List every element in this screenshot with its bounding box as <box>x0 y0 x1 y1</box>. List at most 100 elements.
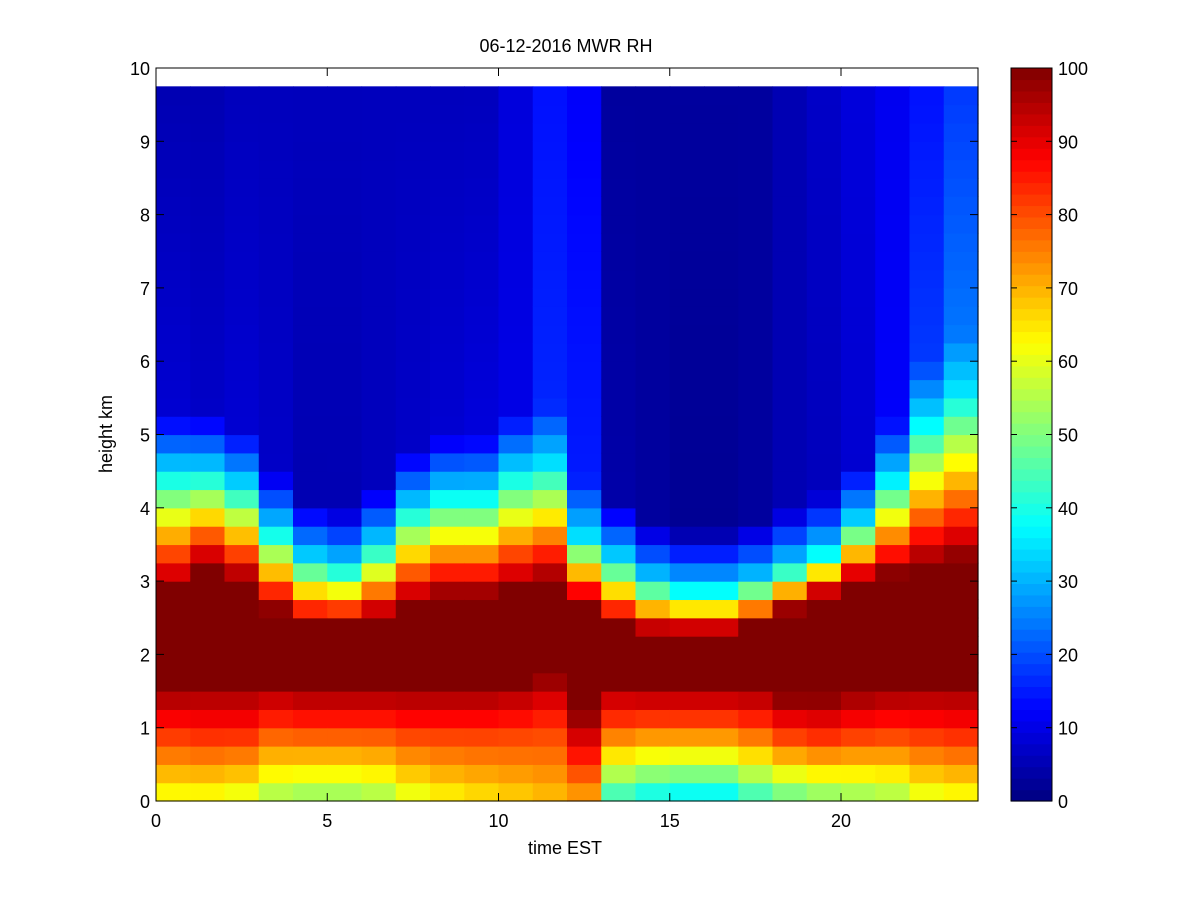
heatmap-cell <box>190 709 226 729</box>
heatmap-cell <box>841 654 876 674</box>
heatmap-cell <box>875 452 911 472</box>
heatmap-cell <box>601 141 637 161</box>
heatmap-cell <box>943 562 979 582</box>
heatmap-cell <box>943 324 979 344</box>
heatmap-cell <box>669 746 705 765</box>
heatmap-cell <box>258 507 294 527</box>
heatmap-cell <box>224 104 260 124</box>
heatmap-cell <box>361 416 397 436</box>
heatmap-cell <box>327 654 363 674</box>
heatmap-cell <box>498 104 534 124</box>
heatmap-cell <box>532 746 568 765</box>
heatmap-cell <box>806 746 842 765</box>
heatmap-cell <box>156 727 191 747</box>
colorbar-tick-label: 80 <box>1058 206 1078 226</box>
heatmap-cell <box>190 196 226 216</box>
heatmap-cell <box>464 141 500 161</box>
heatmap-cell <box>841 306 876 326</box>
x-axis-ticks: 0 5 10 15 20 <box>151 68 851 831</box>
heatmap-cell <box>909 617 945 637</box>
heatmap-cell <box>498 306 534 326</box>
heatmap-cell <box>875 141 911 161</box>
heatmap-cell <box>498 416 534 436</box>
colorbar-segment <box>1011 388 1052 401</box>
heatmap-cell <box>224 544 260 564</box>
heatmap-cell <box>190 617 226 637</box>
heatmap-cell <box>704 507 739 527</box>
heatmap-cell <box>875 562 911 582</box>
heatmap-cell <box>532 86 568 106</box>
heatmap-cell <box>327 544 363 564</box>
heatmap-cell <box>293 269 328 289</box>
heatmap-cell <box>635 636 671 655</box>
heatmap-cell <box>293 86 328 106</box>
heatmap-cell <box>498 159 534 179</box>
heatmap-cell <box>498 232 534 252</box>
heatmap-cell <box>669 617 705 637</box>
heatmap-cell <box>258 764 294 784</box>
colorbar-gradient <box>1011 68 1052 802</box>
heatmap-cell <box>635 196 671 216</box>
colorbar-segment <box>1011 377 1052 390</box>
heatmap-cell <box>498 526 534 546</box>
heatmap-cell <box>841 251 876 271</box>
heatmap-cell <box>772 324 808 344</box>
heatmap-cell <box>258 86 294 106</box>
heatmap-cell <box>395 599 431 619</box>
heatmap-cell <box>327 727 363 747</box>
heatmap-cell <box>875 306 911 326</box>
heatmap-cell <box>841 452 876 472</box>
heatmap-cell <box>190 104 226 124</box>
x-tick-label: 20 <box>831 811 851 831</box>
heatmap-cell <box>909 306 945 326</box>
heatmap-cell <box>772 782 808 802</box>
heatmap-cell <box>464 416 500 436</box>
heatmap-cell <box>704 342 739 362</box>
heatmap-cell <box>567 141 602 161</box>
heatmap-cell <box>293 122 328 142</box>
heatmap-cell <box>224 654 260 674</box>
heatmap-cell <box>464 489 500 509</box>
heatmap-cell <box>395 727 431 747</box>
heatmap-cell <box>943 544 979 564</box>
heatmap-cell <box>464 397 500 417</box>
heatmap-cell <box>806 141 842 161</box>
colorbar-segment <box>1011 697 1052 710</box>
heatmap-cell <box>806 269 842 289</box>
heatmap-cell <box>806 636 842 655</box>
heatmap-cell <box>875 251 911 271</box>
heatmap-cell <box>156 104 191 124</box>
heatmap-cell <box>293 526 328 546</box>
heatmap-cell <box>943 287 979 307</box>
heatmap-cell <box>943 177 979 197</box>
heatmap-cell <box>841 562 876 582</box>
heatmap-cell <box>430 489 465 509</box>
heatmap-cell <box>327 526 363 546</box>
heatmap-cell <box>498 636 534 655</box>
heatmap-cell <box>567 361 602 381</box>
heatmap-cell <box>293 452 328 472</box>
heatmap-cell <box>601 562 637 582</box>
heatmap-cell <box>635 104 671 124</box>
heatmap-cell <box>532 416 568 436</box>
heatmap-cell <box>361 654 397 674</box>
heatmap-cell <box>190 434 226 454</box>
heatmap-cell <box>669 709 705 729</box>
heatmap-cell <box>909 599 945 619</box>
heatmap-cell <box>772 581 808 601</box>
heatmap-cell <box>293 342 328 362</box>
heatmap-cell <box>601 581 637 601</box>
heatmap-cell <box>430 581 465 601</box>
heatmap-cell <box>841 544 876 564</box>
heatmap-cell <box>567 251 602 271</box>
heatmap-cell <box>567 782 602 802</box>
heatmap-cell <box>943 379 979 399</box>
heatmap-cell <box>190 581 226 601</box>
heatmap-cell <box>806 324 842 344</box>
heatmap-cell <box>772 471 808 491</box>
heatmap-cell <box>190 654 226 674</box>
heatmap-cell <box>327 306 363 326</box>
heatmap-cell <box>772 709 808 729</box>
heatmap-cell <box>909 397 945 417</box>
heatmap-cell <box>806 397 842 417</box>
